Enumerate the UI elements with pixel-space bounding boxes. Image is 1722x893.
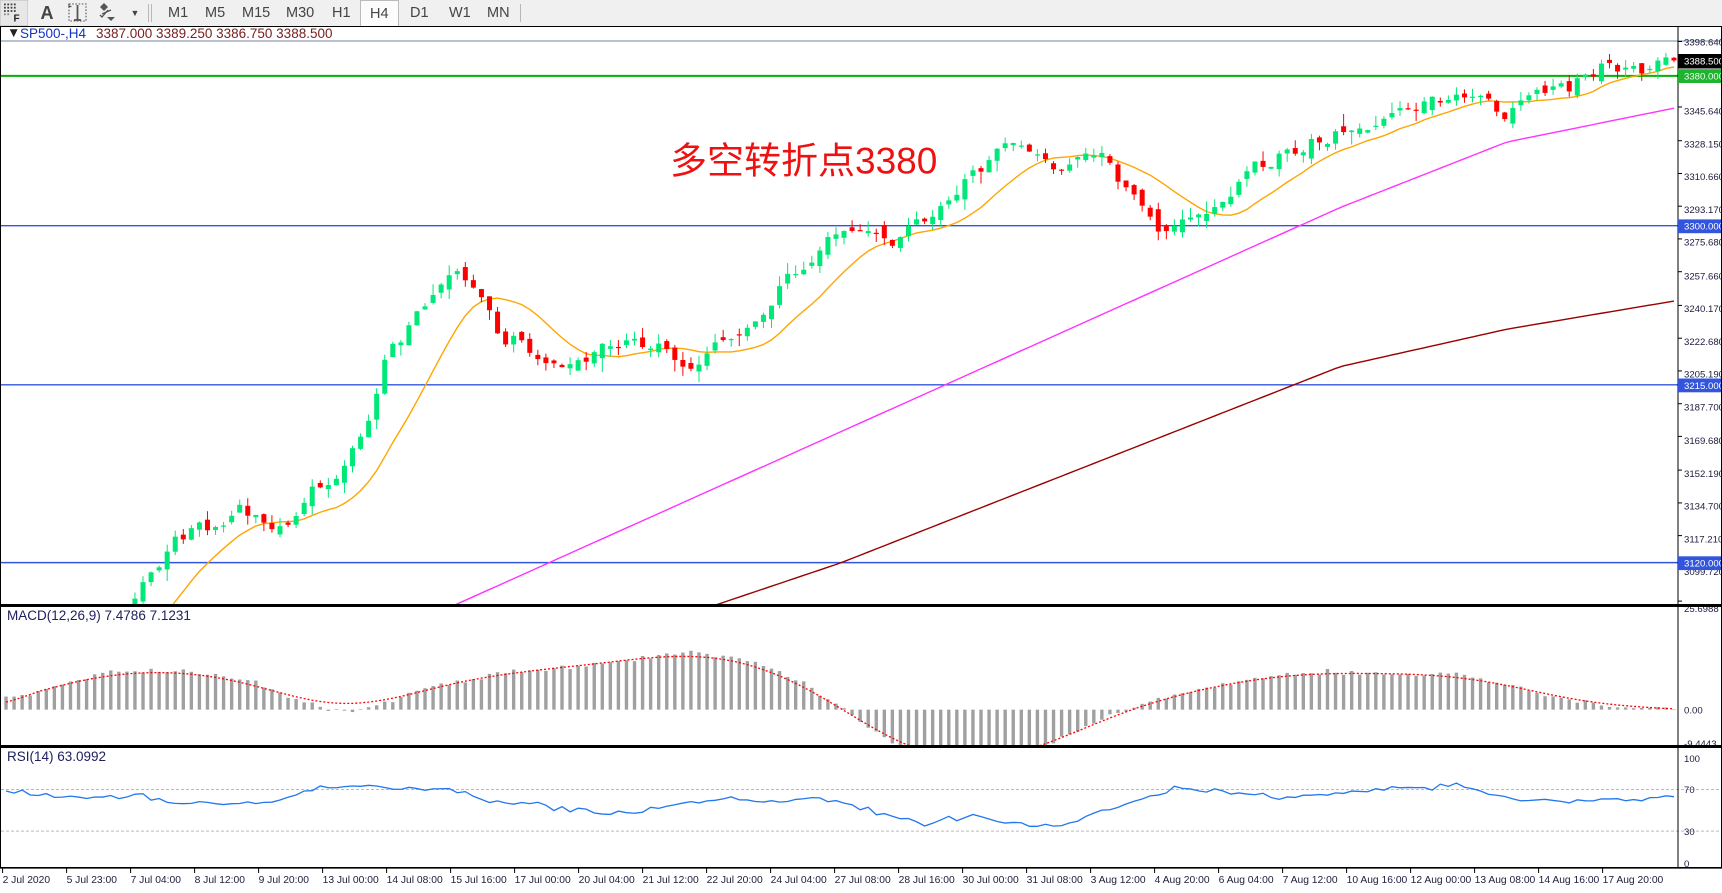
svg-text:14 Aug 16:00: 14 Aug 16:00: [1539, 875, 1600, 886]
svg-text:17 Aug 20:00: 17 Aug 20:00: [1603, 875, 1664, 886]
svg-text:SP500-,H4: SP500-,H4: [20, 27, 87, 41]
svg-text:3120.000: 3120.000: [1684, 559, 1722, 570]
svg-text:3380.000: 3380.000: [1684, 72, 1722, 83]
svg-text:▼: ▼: [7, 27, 20, 40]
svg-text:3293.170: 3293.170: [1684, 205, 1722, 216]
svg-text:F: F: [14, 14, 20, 25]
svg-text:3398.640: 3398.640: [1684, 38, 1722, 49]
svg-text:8 Jul 12:00: 8 Jul 12:00: [195, 875, 246, 886]
svg-text:28 Jul 16:00: 28 Jul 16:00: [899, 875, 955, 886]
svg-text:3169.680: 3169.680: [1684, 436, 1722, 447]
svg-text:3187.700: 3187.700: [1684, 402, 1722, 413]
svg-text:9 Jul 20:00: 9 Jul 20:00: [259, 875, 310, 886]
svg-text:17 Jul 00:00: 17 Jul 00:00: [515, 875, 571, 886]
svg-text:30: 30: [1684, 827, 1695, 838]
svg-text:3300.000: 3300.000: [1684, 222, 1722, 233]
svg-text:-9.4443: -9.4443: [1684, 739, 1717, 746]
svg-text:5 Jul 23:00: 5 Jul 23:00: [67, 875, 118, 886]
svg-text:20 Jul 04:00: 20 Jul 04:00: [579, 875, 635, 886]
svg-text:31 Jul 08:00: 31 Jul 08:00: [1027, 875, 1083, 886]
svg-text:3257.660: 3257.660: [1684, 271, 1722, 282]
svg-text:3117.210: 3117.210: [1684, 534, 1722, 545]
svg-text:3222.680: 3222.680: [1684, 337, 1722, 348]
svg-text:27 Jul 08:00: 27 Jul 08:00: [835, 875, 891, 886]
svg-text:70: 70: [1684, 785, 1695, 796]
svg-text:7 Jul 04:00: 7 Jul 04:00: [131, 875, 182, 886]
svg-text:13 Aug 08:00: 13 Aug 08:00: [1475, 875, 1536, 886]
svg-text:MACD(12,26,9) 7.4786 7.1231: MACD(12,26,9) 7.4786 7.1231: [7, 608, 191, 623]
svg-text:14 Jul 08:00: 14 Jul 08:00: [387, 875, 443, 886]
svg-text:0.00: 0.00: [1684, 706, 1703, 717]
svg-text:24 Jul 04:00: 24 Jul 04:00: [771, 875, 827, 886]
svg-text:22 Jul 20:00: 22 Jul 20:00: [707, 875, 763, 886]
svg-text:3310.660: 3310.660: [1684, 172, 1722, 183]
svg-text:多空转折点3380: 多空转折点3380: [670, 141, 937, 182]
svg-text:6 Aug 04:00: 6 Aug 04:00: [1219, 875, 1274, 886]
svg-text:3 Aug 12:00: 3 Aug 12:00: [1091, 875, 1146, 886]
svg-text:3215.000: 3215.000: [1684, 381, 1722, 392]
svg-text:RSI(14) 63.0992: RSI(14) 63.0992: [7, 749, 106, 764]
svg-text:7 Aug 12:00: 7 Aug 12:00: [1283, 875, 1338, 886]
svg-text:15 Jul 16:00: 15 Jul 16:00: [451, 875, 507, 886]
svg-text:100: 100: [1684, 754, 1700, 765]
svg-text:3152.190: 3152.190: [1684, 469, 1722, 480]
svg-text:3134.700: 3134.700: [1684, 502, 1722, 513]
svg-text:3387.000 3389.250 3386.750 338: 3387.000 3389.250 3386.750 3388.500: [96, 27, 332, 41]
svg-text:21 Jul 12:00: 21 Jul 12:00: [643, 875, 699, 886]
svg-text:12 Aug 00:00: 12 Aug 00:00: [1411, 875, 1472, 886]
svg-text:2 Jul 2020: 2 Jul 2020: [3, 875, 51, 886]
svg-text:3240.170: 3240.170: [1684, 304, 1722, 315]
svg-text:10 Aug 16:00: 10 Aug 16:00: [1347, 875, 1408, 886]
svg-text:4 Aug 20:00: 4 Aug 20:00: [1155, 875, 1210, 886]
svg-text:3328.150: 3328.150: [1684, 140, 1722, 151]
svg-text:30 Jul 00:00: 30 Jul 00:00: [963, 875, 1019, 886]
svg-text:13 Jul 00:00: 13 Jul 00:00: [323, 875, 379, 886]
svg-text:25.6988: 25.6988: [1684, 607, 1719, 615]
svg-text:3345.640: 3345.640: [1684, 107, 1722, 118]
svg-text:3275.680: 3275.680: [1684, 238, 1722, 249]
svg-text:3388.500: 3388.500: [1684, 57, 1722, 68]
svg-text:0: 0: [1684, 859, 1689, 868]
